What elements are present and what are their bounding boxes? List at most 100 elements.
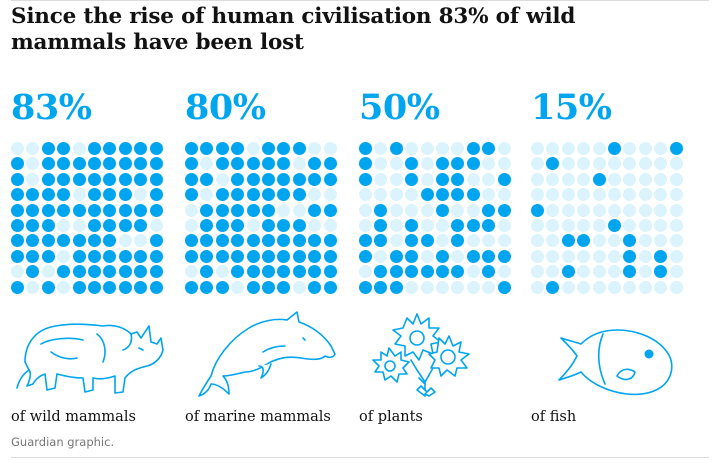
dot-lost xyxy=(308,157,322,171)
dot-remaining xyxy=(405,142,419,155)
dot-lost xyxy=(277,188,291,202)
dot-lost xyxy=(215,280,229,294)
dot-remaining xyxy=(451,280,465,294)
dot-lost xyxy=(185,188,198,202)
dot-remaining xyxy=(57,249,71,263)
dot-remaining xyxy=(592,203,606,217)
dot-lost xyxy=(200,203,214,217)
dot-remaining xyxy=(497,157,511,171)
dot-lost xyxy=(215,219,229,232)
dot-remaining xyxy=(200,188,214,202)
dot-lost xyxy=(11,157,24,171)
dot-remaining xyxy=(374,172,388,186)
dot-lost xyxy=(405,265,419,279)
dot-lost xyxy=(41,219,55,232)
dot-remaining xyxy=(592,249,606,263)
dot-remaining xyxy=(26,157,40,171)
dot-remaining xyxy=(546,265,560,279)
dot-lost xyxy=(405,219,419,232)
dot-remaining xyxy=(497,142,511,155)
dot-lost xyxy=(292,234,306,248)
dot-lost xyxy=(134,280,148,294)
dot-remaining xyxy=(654,157,668,171)
dot-remaining xyxy=(623,172,637,186)
dot-remaining xyxy=(436,219,449,232)
dot-remaining xyxy=(592,157,606,171)
dot-lost xyxy=(277,280,291,294)
dot-lost xyxy=(323,234,337,248)
dot-remaining xyxy=(134,188,148,202)
dot-remaining xyxy=(292,203,306,217)
dot-lost xyxy=(57,157,71,171)
dot-remaining xyxy=(608,172,621,186)
dot-lost xyxy=(389,249,403,263)
dot-lost xyxy=(262,234,275,248)
dot-lost xyxy=(185,249,198,263)
dot-lost xyxy=(277,142,291,155)
dot-lost xyxy=(200,172,214,186)
dot-remaining xyxy=(654,234,668,248)
dot-remaining xyxy=(231,280,245,294)
dot-lost xyxy=(277,234,291,248)
dot-remaining xyxy=(26,172,40,186)
dot-lost xyxy=(134,265,148,279)
dot-lost xyxy=(420,265,434,279)
dot-remaining xyxy=(546,188,560,202)
dot-remaining xyxy=(134,234,148,248)
dot-lost xyxy=(72,234,86,248)
dot-remaining xyxy=(72,219,86,232)
percent-value: 80% xyxy=(185,87,266,128)
dot-lost xyxy=(88,188,101,202)
dot-lost xyxy=(308,172,322,186)
dot-lost xyxy=(292,188,306,202)
dot-lost xyxy=(11,249,24,263)
dot-lost xyxy=(466,142,480,155)
dot-lost xyxy=(88,280,101,294)
dot-lost xyxy=(246,234,260,248)
dot-lost xyxy=(277,219,291,232)
dot-remaining xyxy=(482,172,496,186)
dot-lost xyxy=(389,280,403,294)
dot-lost xyxy=(374,219,388,232)
dot-lost xyxy=(246,188,260,202)
dot-lost xyxy=(41,234,55,248)
top-rule xyxy=(11,0,709,1)
dot-remaining xyxy=(405,280,419,294)
dot-lost xyxy=(134,157,148,171)
dot-remaining xyxy=(531,142,544,155)
dot-lost xyxy=(246,203,260,217)
dot-remaining xyxy=(623,203,637,217)
dot-remaining xyxy=(608,188,621,202)
dot-lost xyxy=(374,234,388,248)
dot-lost xyxy=(277,157,291,171)
dot-lost xyxy=(72,280,86,294)
dot-remaining xyxy=(200,157,214,171)
panel-marine-mammals: 80% of marine mammals xyxy=(185,86,355,438)
percent-value: 83% xyxy=(11,87,92,128)
dot-remaining xyxy=(546,172,560,186)
dot-remaining xyxy=(561,157,575,171)
dot-lost xyxy=(11,219,24,232)
caption: of marine mammals xyxy=(185,409,331,425)
dot-lost xyxy=(436,188,449,202)
dot-remaining xyxy=(420,203,434,217)
dot-lost xyxy=(200,249,214,263)
dot-remaining xyxy=(577,142,591,155)
dot-lost xyxy=(374,265,388,279)
dot-lost xyxy=(215,188,229,202)
dot-lost xyxy=(497,172,511,186)
dot-remaining xyxy=(374,157,388,171)
dot-remaining xyxy=(436,280,449,294)
dot-lost xyxy=(149,280,163,294)
dot-lost xyxy=(41,203,55,217)
dot-remaining xyxy=(577,188,591,202)
caption: of wild mammals xyxy=(11,409,136,425)
dot-lost xyxy=(103,265,117,279)
dot-remaining xyxy=(323,142,337,155)
dot-lost xyxy=(26,265,40,279)
dot-lost xyxy=(231,234,245,248)
dot-remaining xyxy=(531,265,544,279)
dot-lost xyxy=(41,142,55,155)
dot-lost xyxy=(103,172,117,186)
dot-remaining xyxy=(561,249,575,263)
